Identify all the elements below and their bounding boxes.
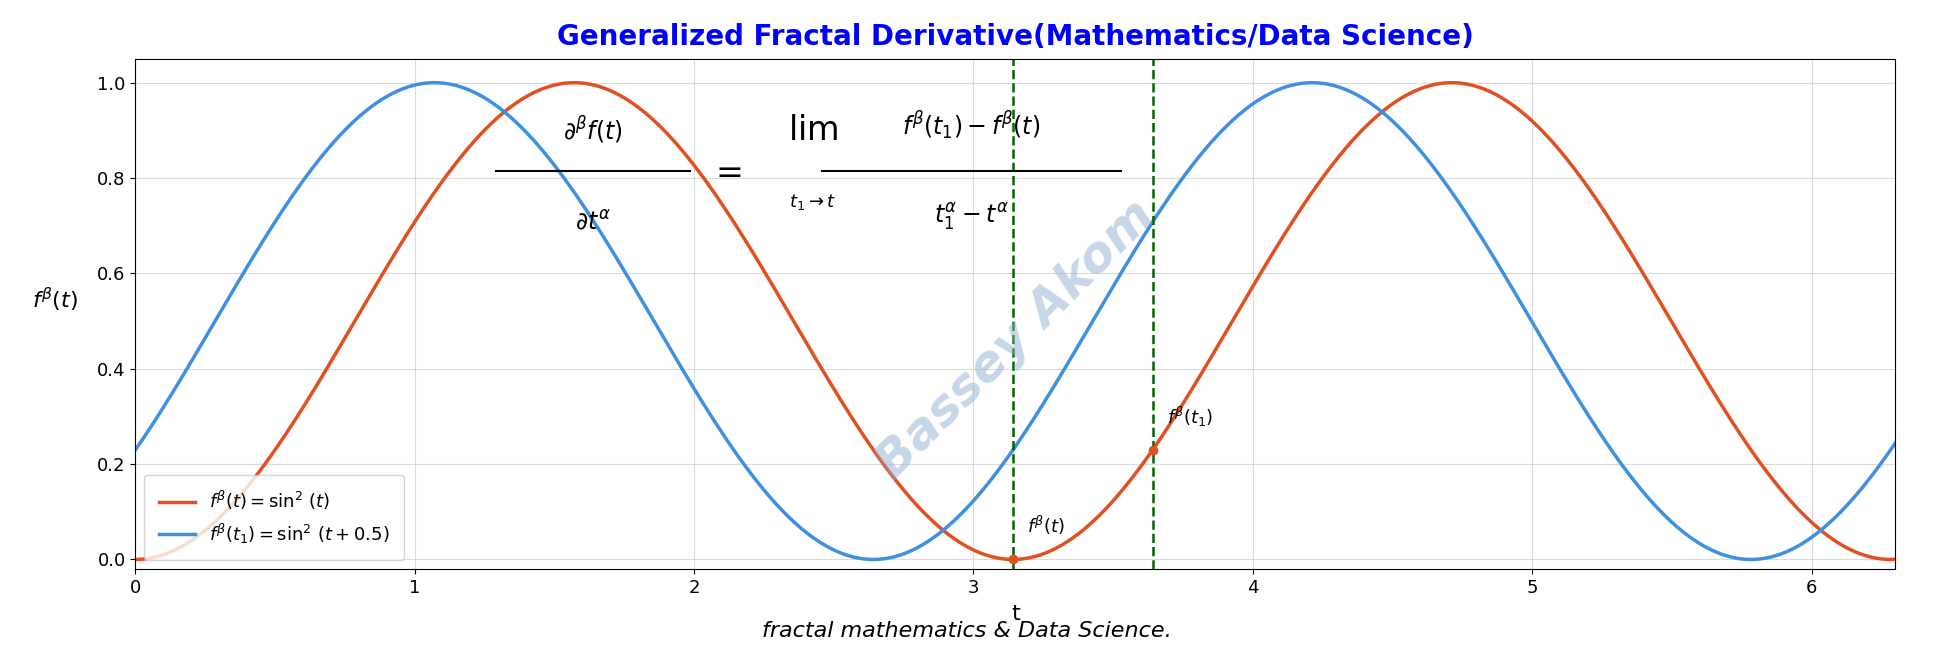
$f^{\beta}(t_1) = \sin^2\,(t+0.5)$	[124, 446, 147, 454]
$f^{\beta}(t) = \sin^2\,(t)$	[563, 78, 586, 86]
$f^{\beta}(t_1) = \sin^2\,(t+0.5)$	[306, 158, 329, 165]
Y-axis label: $f^{\beta}(t)$: $f^{\beta}(t)$	[33, 286, 79, 314]
$f^{\beta}(t) = \sin^2\,(t)$	[911, 508, 934, 515]
$f^{\beta}(t) = \sin^2\,(t)$	[1907, 551, 1930, 559]
$f^{\beta}(t) = \sin^2\,(t)$	[1350, 127, 1373, 135]
$f^{\beta}(t) = \sin^2\,(t)$	[306, 380, 329, 388]
Text: $t_1 \to t$: $t_1 \to t$	[789, 192, 837, 212]
$f^{\beta}(t_1) = \sin^2\,(t+0.5)$	[1739, 555, 1762, 563]
Text: $f^{\beta}(t_1) - f^{\beta}(t)$: $f^{\beta}(t_1) - f^{\beta}(t)$	[901, 109, 1040, 141]
$f^{\beta}(t_1) = \sin^2\,(t+0.5)$	[909, 542, 932, 550]
$f^{\beta}(t) = \sin^2\,(t)$	[124, 555, 147, 563]
Text: $\partial^{\beta} f(t)$: $\partial^{\beta} f(t)$	[563, 114, 623, 146]
$f^{\beta}(t) = \sin^2\,(t)$	[1549, 146, 1572, 154]
Legend: $f^{\beta}(t) = \sin^2\,(t)$, $f^{\beta}(t_1) = \sin^2\,(t+0.5)$: $f^{\beta}(t) = \sin^2\,(t)$, $f^{\beta}…	[145, 475, 404, 560]
Title: Generalized Fractal Derivative(Mathematics/Data Science): Generalized Fractal Derivative(Mathemati…	[557, 23, 1474, 51]
X-axis label: t: t	[1011, 604, 1019, 624]
Text: $\lim$: $\lim$	[787, 114, 837, 146]
Text: $=$: $=$	[708, 154, 741, 188]
$f^{\beta}(t_1) = \sin^2\,(t+0.5)$	[1907, 404, 1930, 411]
$f^{\beta}(t) = \sin^2\,(t)$	[1516, 113, 1539, 121]
$f^{\beta}(t_1) = \sin^2\,(t+0.5)$	[1516, 311, 1539, 318]
Line: $f^{\beta}(t_1) = \sin^2\,(t+0.5)$: $f^{\beta}(t_1) = \sin^2\,(t+0.5)$	[135, 82, 1919, 559]
$f^{\beta}(t_1) = \sin^2\,(t+0.5)$	[1300, 78, 1323, 86]
Text: $\partial t^{\alpha}$: $\partial t^{\alpha}$	[574, 210, 611, 234]
$f^{\beta}(t) = \sin^2\,(t)$	[847, 424, 870, 432]
$f^{\beta}(t_1) = \sin^2\,(t+0.5)$	[1549, 365, 1572, 373]
Text: $t_1^{\alpha} - t^{\alpha}$: $t_1^{\alpha} - t^{\alpha}$	[934, 201, 1010, 233]
$f^{\beta}(t_1) = \sin^2\,(t+0.5)$	[845, 554, 868, 562]
Text: $f^{\beta}(t)$: $f^{\beta}(t)$	[1027, 514, 1066, 538]
Text: $f^{\beta}(t_1)$: $f^{\beta}(t_1)$	[1166, 405, 1213, 429]
Text: fractal mathematics & Data Science.: fractal mathematics & Data Science.	[762, 621, 1172, 641]
Line: $f^{\beta}(t) = \sin^2\,(t)$: $f^{\beta}(t) = \sin^2\,(t)$	[135, 82, 1919, 559]
$f^{\beta}(t_1) = \sin^2\,(t+0.5)$	[1350, 94, 1373, 101]
Text: Bassey Akom: Bassey Akom	[866, 191, 1164, 488]
